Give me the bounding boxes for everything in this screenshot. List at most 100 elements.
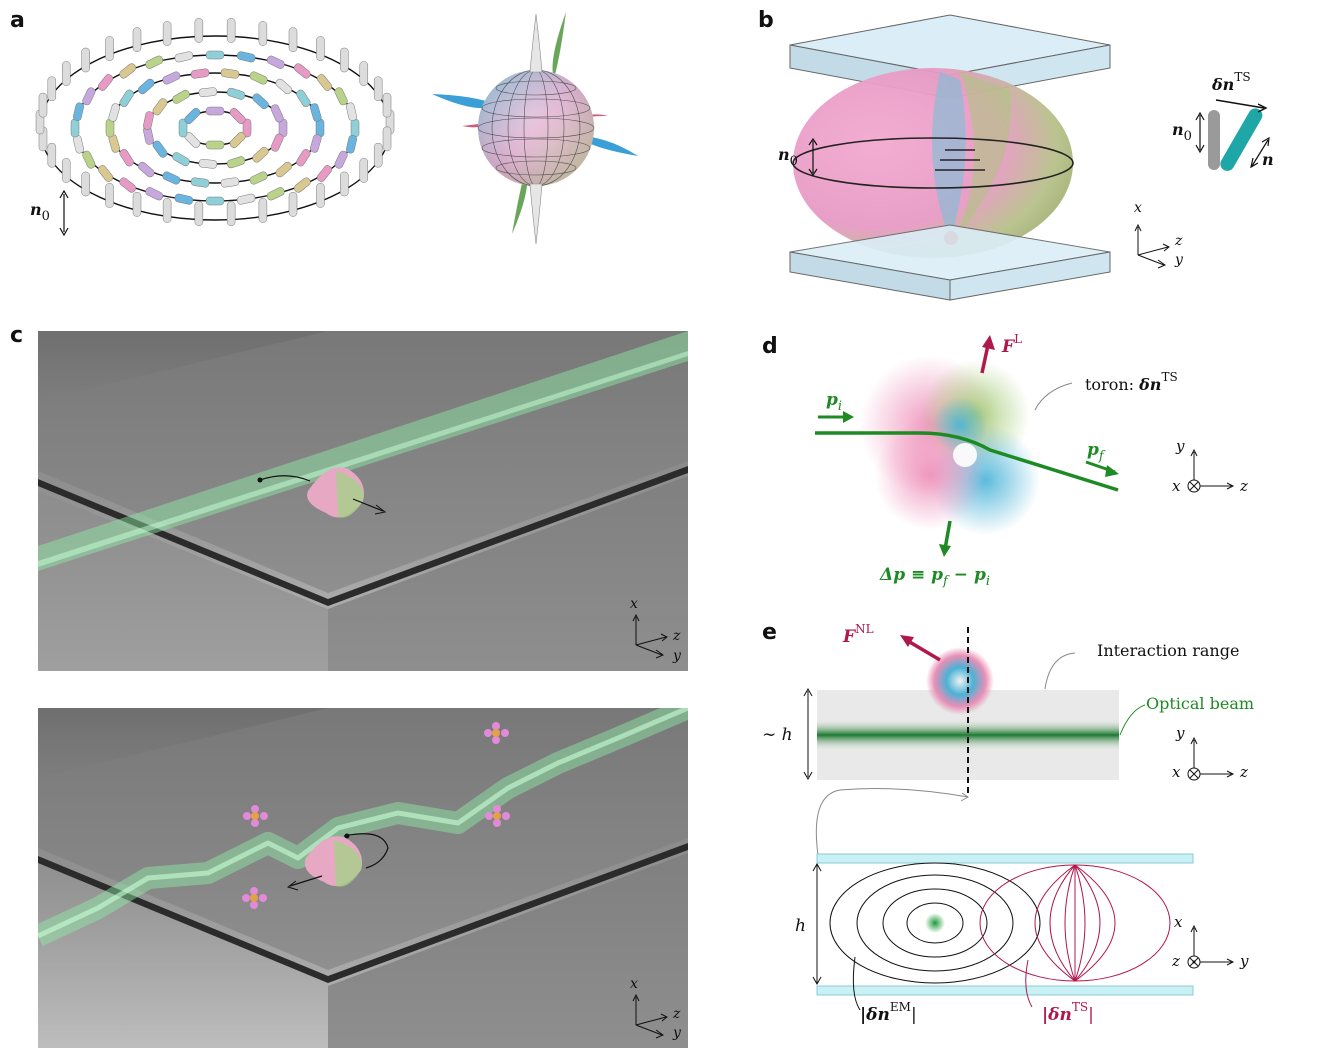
axes-c-top xyxy=(632,613,668,659)
director-rod xyxy=(226,201,236,226)
axis-x-c-top: x xyxy=(630,596,638,612)
director-rod xyxy=(258,21,268,46)
director-rod xyxy=(293,63,311,79)
director-rod xyxy=(82,150,96,169)
label-p-i: pi xyxy=(826,390,843,414)
director-rod xyxy=(152,140,168,158)
director-rod xyxy=(236,193,256,205)
director-rod xyxy=(205,196,225,206)
panel-letter-e: e xyxy=(762,620,777,645)
axes-c-bottom xyxy=(632,993,668,1039)
director-rod xyxy=(229,107,246,124)
axis-z-b: z xyxy=(1175,233,1183,249)
director-rod xyxy=(270,133,284,152)
director-rod xyxy=(266,187,285,201)
director-rod xyxy=(293,177,311,193)
label-h-approx: ∼ h xyxy=(762,725,793,745)
director-rod xyxy=(275,161,292,178)
panel-c-top-scene xyxy=(38,331,688,671)
director-rod xyxy=(226,18,236,43)
director-rod xyxy=(73,135,84,154)
label-n-inset: n xyxy=(1262,150,1274,169)
director-rod xyxy=(143,111,154,130)
panel-b-director-inset xyxy=(1195,99,1270,171)
label-delta-p: Δp ≡ pf − pi xyxy=(880,565,990,589)
director-rod xyxy=(132,192,142,217)
axes-e-bottom xyxy=(1187,924,1235,969)
axis-y-e-bottom: y xyxy=(1240,952,1249,970)
axis-z-e-bottom: z xyxy=(1172,952,1180,970)
director-rod xyxy=(334,150,348,169)
label-optical-beam: Optical beam xyxy=(1146,694,1255,713)
panel-c-bottom-scene xyxy=(38,708,688,1048)
director-rod xyxy=(47,142,57,168)
director-rod xyxy=(249,171,268,185)
director-rod xyxy=(190,68,210,79)
director-rod xyxy=(220,177,240,188)
director-rod xyxy=(73,102,84,121)
director-rod xyxy=(61,61,71,86)
director-rod xyxy=(309,134,322,153)
director-rod xyxy=(119,177,137,193)
director-rod xyxy=(82,87,96,106)
director-rod xyxy=(81,171,90,197)
director-rod xyxy=(296,89,311,107)
director-rod xyxy=(198,87,218,98)
director-rod xyxy=(70,118,80,138)
label-p-f: pf xyxy=(1087,440,1104,464)
director-rod xyxy=(296,149,311,167)
label-dn-ts-b: δnTS xyxy=(1212,70,1251,94)
director-rod xyxy=(172,152,190,167)
director-rod xyxy=(270,104,284,123)
axis-y-e-top: y xyxy=(1176,724,1185,742)
axis-y-c-bottom: y xyxy=(673,1025,681,1041)
axis-y-d: y xyxy=(1176,437,1185,455)
label-toron: toron: δnTS xyxy=(1085,370,1178,394)
director-rod xyxy=(252,93,269,110)
director-rod xyxy=(350,118,360,138)
n0-arrow xyxy=(59,189,69,237)
director-rod xyxy=(47,76,57,102)
axis-y-b: y xyxy=(1175,252,1183,268)
label-force-nl: FNL xyxy=(843,622,874,647)
director-rod xyxy=(145,187,164,201)
label-n0-a: n0 xyxy=(30,200,50,224)
director-rod xyxy=(334,87,348,106)
director-rod xyxy=(105,118,115,138)
director-rod xyxy=(315,118,325,138)
label-force-l: FL xyxy=(1002,332,1023,357)
label-dn-em: |δnEM| xyxy=(860,1000,917,1025)
label-interaction-range: Interaction range xyxy=(1097,641,1240,660)
director-rod xyxy=(205,140,225,150)
panel-e-interaction xyxy=(803,627,1146,797)
axis-z-d: z xyxy=(1240,477,1248,495)
director-rod xyxy=(236,51,256,63)
director-rod xyxy=(97,74,114,91)
director-rod xyxy=(340,171,349,197)
director-rod xyxy=(38,92,48,118)
director-rod xyxy=(229,132,246,149)
director-rod xyxy=(174,193,194,205)
director-rod xyxy=(346,135,357,154)
director-rod xyxy=(382,126,392,152)
director-rod xyxy=(138,78,155,95)
director-rod xyxy=(162,21,172,46)
director-rod xyxy=(205,50,225,60)
director-rod xyxy=(309,103,322,122)
axis-x-d: x xyxy=(1172,477,1181,495)
director-rod xyxy=(249,71,268,85)
director-rod xyxy=(205,106,225,116)
director-rod xyxy=(242,118,252,138)
director-rod xyxy=(373,76,383,102)
director-rod xyxy=(145,55,164,69)
director-rod xyxy=(275,78,292,95)
axis-x-e-top: x xyxy=(1172,763,1181,781)
panel-letter-c: c xyxy=(10,323,24,348)
panel-d-scattering xyxy=(815,335,1119,557)
panel-a-sphere xyxy=(432,12,638,245)
director-rod xyxy=(105,36,114,61)
director-rod xyxy=(81,47,90,73)
label-n0-inset: n0 xyxy=(1172,120,1192,144)
director-rod xyxy=(316,183,325,208)
panel-letter-a: a xyxy=(10,8,25,33)
